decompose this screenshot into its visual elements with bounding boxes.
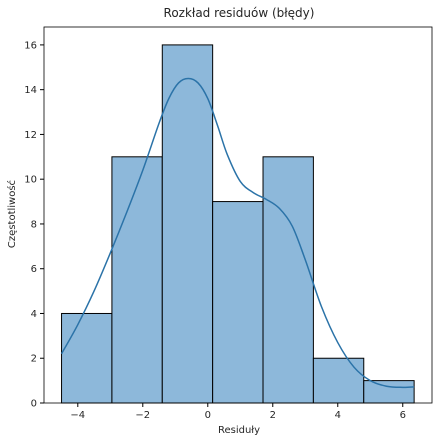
histogram-bar: [363, 380, 415, 404]
x-tick-label: 0: [205, 410, 211, 421]
histogram-bar: [212, 201, 264, 404]
x-axis-ticks: −4 −2 0 2 4 6: [70, 403, 406, 421]
y-tick-label: 8: [31, 219, 37, 230]
x-tick-label: 2: [270, 410, 276, 421]
x-tick-label: 4: [335, 410, 341, 421]
chart-title: Rozkład residuów (błędy): [164, 6, 315, 20]
y-tick-label: 4: [31, 309, 37, 320]
histogram-bar: [262, 156, 314, 404]
y-tick-label: 12: [24, 130, 37, 141]
x-tick-label: 6: [400, 410, 406, 421]
histogram-bar: [111, 156, 163, 404]
bars-group: [61, 44, 415, 404]
y-tick-label: 6: [31, 264, 37, 275]
y-tick-label: 2: [31, 354, 37, 365]
histogram-bar: [312, 357, 365, 404]
x-axis-label: Residuły: [218, 425, 260, 436]
y-tick-label: 0: [31, 399, 37, 410]
x-tick-label: −4: [70, 410, 85, 421]
kde-curve: [60, 77, 415, 389]
y-tick-label: 10: [24, 175, 37, 186]
y-tick-label: 16: [24, 40, 37, 51]
y-axis-label: Częstotliwość: [6, 180, 18, 248]
histogram-bar: [161, 44, 214, 404]
x-tick-label: −2: [135, 410, 150, 421]
y-tick-label: 14: [24, 85, 37, 96]
plot-frame: [43, 26, 433, 404]
histogram-bar: [61, 312, 113, 404]
y-axis-ticks: 0 2 4 6 8 10 12 14 16: [24, 40, 44, 410]
